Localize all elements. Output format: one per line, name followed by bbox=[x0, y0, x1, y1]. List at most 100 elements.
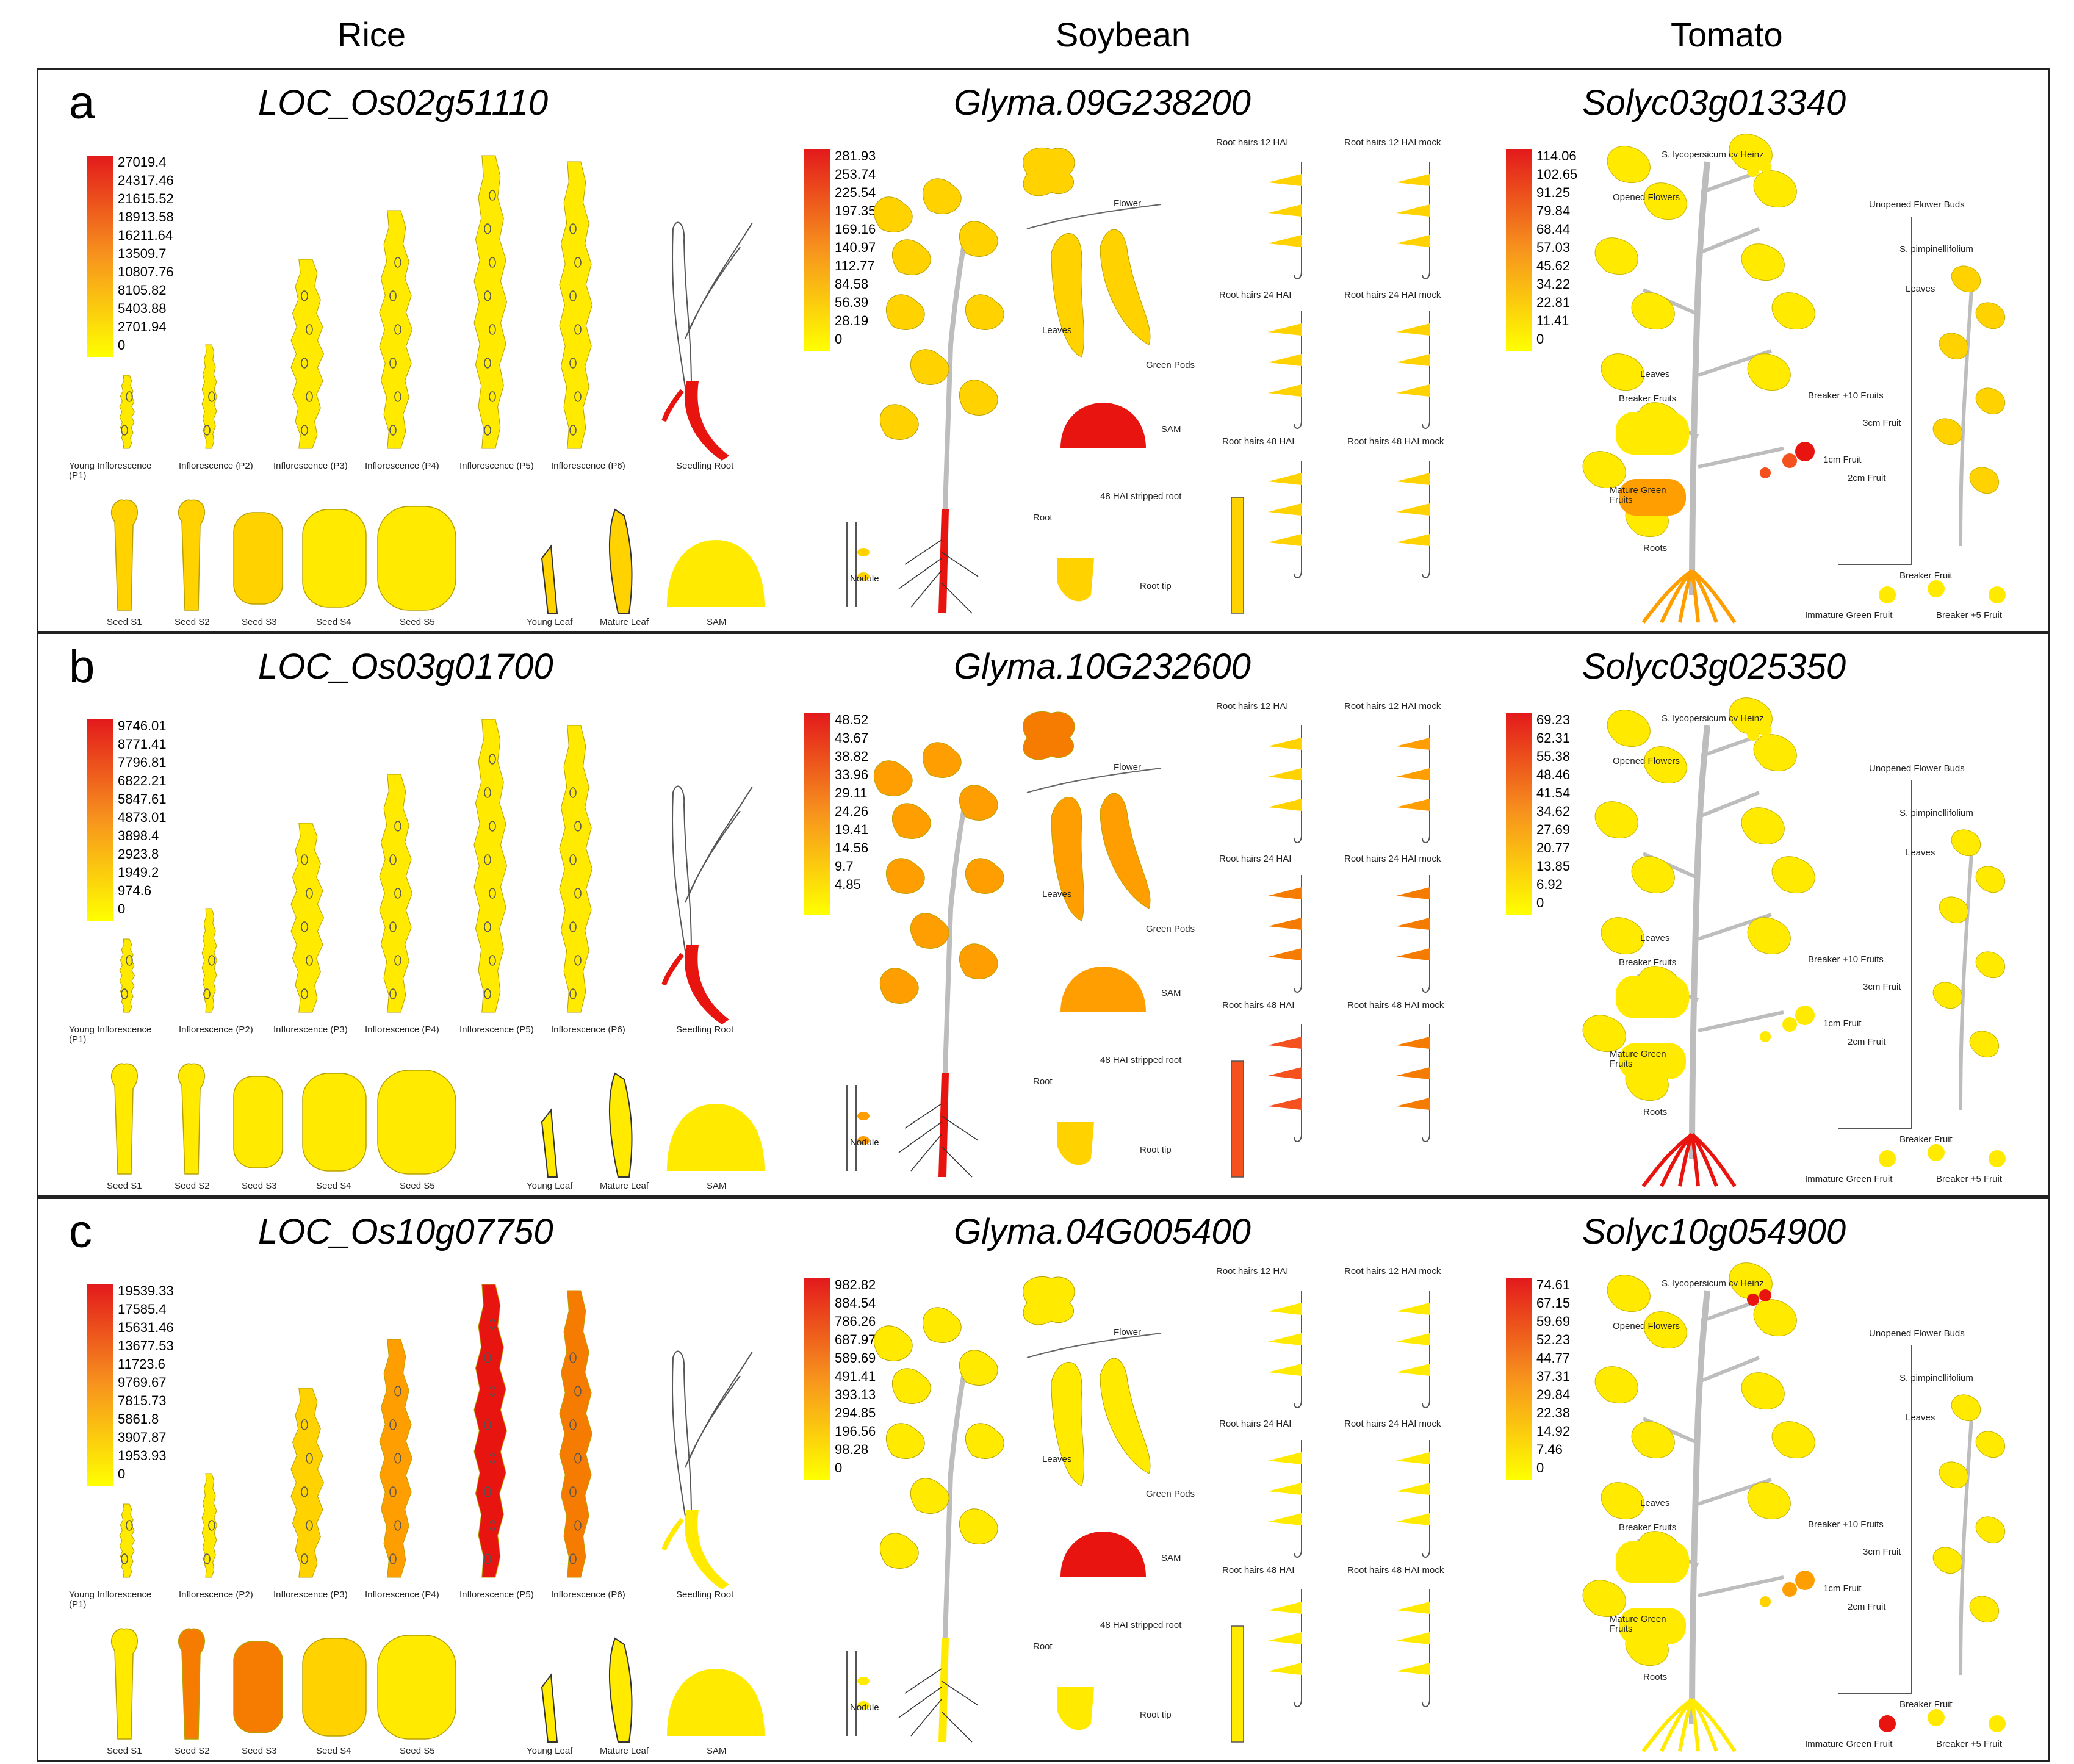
label-opened-flowers: Opened Flowers bbox=[1613, 192, 1680, 203]
header-soybean: Soybean bbox=[1056, 15, 1191, 54]
root-hair-shape bbox=[1268, 1291, 1302, 1408]
immature-green-fruit bbox=[1879, 1715, 1896, 1732]
legend-tick-label: 197.35 bbox=[835, 203, 876, 218]
seed-shape bbox=[233, 1641, 283, 1733]
soy-leaf-shape bbox=[885, 858, 925, 894]
mature-leaf-shape bbox=[608, 1072, 633, 1178]
mature-leaf-shape bbox=[608, 1637, 633, 1743]
label-soy-stripped-root: 48 HAI stripped root bbox=[1100, 1055, 1182, 1065]
soy-pod-shape bbox=[1051, 797, 1084, 921]
pimp-leaf-shape bbox=[1932, 982, 1963, 1009]
label-2cm-fruit: 2cm Fruit bbox=[1848, 473, 1886, 483]
legend-tick-label: 3907.87 bbox=[118, 1430, 167, 1445]
soy-pod-shape bbox=[1051, 1362, 1084, 1486]
inflorescence-shape bbox=[119, 375, 135, 449]
inflorescence-shape bbox=[119, 1503, 135, 1578]
label-seed-s5: Seed S5 bbox=[400, 617, 435, 627]
root-hair-shape bbox=[1268, 875, 1302, 993]
soy-leaf-shape bbox=[873, 1325, 913, 1361]
legend-tick-label: 34.22 bbox=[1536, 276, 1571, 292]
label-seed-s5: Seed S5 bbox=[400, 1181, 435, 1191]
label-inflorescence-p2: Inflorescence (P2) bbox=[179, 1024, 253, 1035]
soy-pod-shape bbox=[1100, 793, 1151, 909]
legend-tick-label: 9769.67 bbox=[118, 1375, 167, 1390]
legend-tick-label: 16211.64 bbox=[118, 228, 173, 243]
label-soy-flower: Flower bbox=[1114, 198, 1142, 209]
legend-color-bar bbox=[1506, 1278, 1532, 1480]
legend-tick-label: 22.38 bbox=[1536, 1405, 1571, 1420]
label-inflorescence-p6: Inflorescence (P6) bbox=[551, 1024, 625, 1035]
rice-gene-id: LOC_Os03g01700 bbox=[258, 647, 553, 686]
legend-tick-label: 1949.2 bbox=[118, 865, 159, 880]
tomato-leaf-shape bbox=[1741, 807, 1785, 845]
pimp-leaf-shape bbox=[1932, 418, 1963, 445]
legend-tick-label: 14.92 bbox=[1536, 1424, 1571, 1439]
label-inflorescence-p3: Inflorescence (P3) bbox=[273, 1589, 348, 1600]
soy-leaf-shape bbox=[910, 349, 949, 385]
seedling-shape bbox=[661, 221, 753, 461]
tomato-leaf-shape bbox=[1594, 1366, 1638, 1404]
label-seed-s3: Seed S3 bbox=[242, 1181, 277, 1191]
legend-color-bar bbox=[804, 149, 830, 351]
legend-tick-label: 0 bbox=[118, 337, 126, 353]
label-unopened-flower-buds: Unopened Flower Buds bbox=[1869, 763, 1965, 774]
legend-tick-label: 10807.76 bbox=[118, 264, 174, 279]
soybean-efp-diagram bbox=[846, 147, 1430, 614]
breaker-fruit bbox=[1928, 1144, 1945, 1161]
soybean-expression-legend: 281.93 253.74 225.54 197.35 169.16 140.97 112.… bbox=[804, 149, 987, 351]
rice-sam-shape bbox=[667, 1104, 765, 1171]
label-inflorescence-p2: Inflorescence (P2) bbox=[179, 1589, 253, 1600]
legend-tick-label: 294.85 bbox=[835, 1405, 876, 1420]
legend-tick-label: 491.41 bbox=[835, 1369, 876, 1384]
legend-tick-label: 48.52 bbox=[835, 712, 869, 727]
unopened-bud bbox=[1759, 1289, 1771, 1301]
label-soy-green-pods: Green Pods bbox=[1146, 360, 1195, 370]
pimp-leaf-shape bbox=[1939, 1461, 1969, 1489]
tomato-leaf-shape bbox=[1601, 1482, 1644, 1520]
label-s-pimpinellifolium: S. pimpinellifolium bbox=[1899, 1373, 1973, 1383]
soy-pod-shape bbox=[1051, 233, 1084, 358]
label-breaker-10-fruits: Breaker +10 Fruits bbox=[1808, 954, 1884, 965]
stripped-root-shape bbox=[1231, 1625, 1244, 1743]
rice-efp-diagram bbox=[110, 155, 765, 614]
legend-tick-label: 982.82 bbox=[835, 1277, 876, 1292]
legend-tick-label: 56.39 bbox=[835, 295, 869, 310]
label-inflorescence-p4: Inflorescence (P4) bbox=[365, 1589, 439, 1600]
tomato-leaf-shape bbox=[1771, 292, 1815, 330]
tomato-leaf-shape bbox=[1594, 237, 1638, 275]
label-tomato-heinz: S. lycopersicum cv Heinz bbox=[1662, 149, 1764, 160]
label-breaker-fruits: Breaker Fruits bbox=[1619, 1522, 1677, 1533]
soy-sam-shape bbox=[1060, 967, 1146, 1012]
legend-tick-label: 6.92 bbox=[1536, 877, 1563, 892]
tomato-leaf-shape bbox=[1747, 353, 1791, 391]
label-tomato-leaves: Leaves bbox=[1640, 369, 1670, 380]
label-soy-root: Root bbox=[1033, 1076, 1053, 1087]
label-immature-green-fruit: Immature Green Fruit bbox=[1805, 610, 1893, 621]
legend-tick-label: 4.85 bbox=[835, 877, 861, 892]
tomato-gene-id: Solyc03g013340 bbox=[1582, 83, 1846, 123]
legend-color-bar bbox=[1506, 713, 1532, 915]
label-soy-sam: SAM bbox=[1161, 1553, 1181, 1563]
label-unopened-flower-buds: Unopened Flower Buds bbox=[1869, 200, 1965, 210]
label-2cm-fruit: 2cm Fruit bbox=[1848, 1602, 1886, 1612]
inflorescence-shape bbox=[379, 210, 413, 449]
label-seed-s1: Seed S1 bbox=[107, 1181, 142, 1191]
label-soy-stripped-root: 48 HAI stripped root bbox=[1100, 491, 1182, 502]
label-soy-nodule: Nodule bbox=[850, 1702, 879, 1713]
rice-efp-diagram bbox=[110, 1284, 765, 1743]
tomato-efp-diagram bbox=[1582, 134, 2006, 624]
label-breaker-5-fruit: Breaker +5 Fruit bbox=[1936, 610, 2002, 621]
legend-tick-label: 7.46 bbox=[1536, 1442, 1563, 1457]
label-soy-root: Root bbox=[1033, 513, 1053, 523]
soy-leaf-shape bbox=[910, 1478, 949, 1514]
legend-tick-label: 4873.01 bbox=[118, 810, 167, 825]
soy-flower-shape bbox=[1023, 1276, 1075, 1325]
label-root-hairs-48: Root hairs 48 HAI bbox=[1222, 1565, 1295, 1575]
breaker-5-fruit bbox=[1989, 1150, 2006, 1167]
legend-tick-label: 5403.88 bbox=[118, 301, 167, 316]
pimp-leaf-shape bbox=[1975, 1516, 2006, 1544]
label-mature-leaf: Mature Leaf bbox=[600, 617, 649, 627]
soybean-expression-legend: 48.52 43.67 38.82 33.96 29.11 24.26 19.41 14.56… bbox=[804, 713, 987, 915]
rice-efp-diagram bbox=[110, 719, 765, 1178]
breaker-5-fruit bbox=[1989, 1715, 2006, 1732]
